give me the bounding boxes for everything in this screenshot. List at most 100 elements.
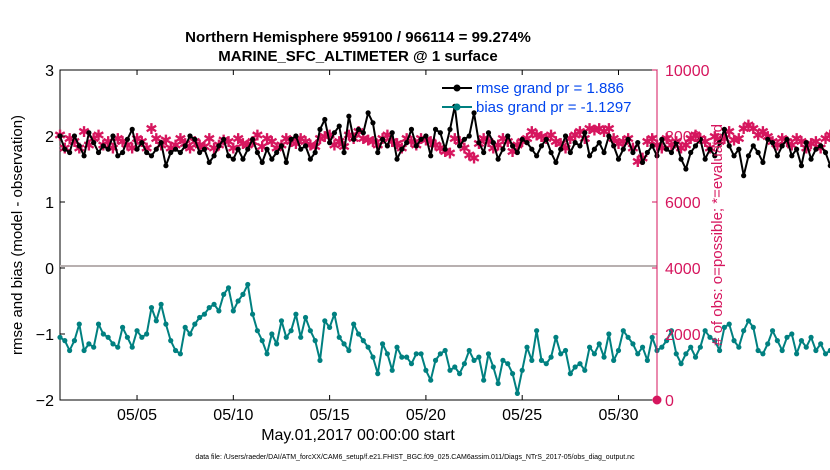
bias-point [317,357,323,363]
bias-point [534,328,540,334]
rmse-point [601,149,607,156]
rmse-point [625,136,631,142]
bias-point [95,321,102,327]
bias-point [384,351,390,357]
obs-evaluated-point: ✱ [145,120,158,138]
obs-evaluated-point: ✱ [164,140,177,158]
bias-point [254,328,260,334]
obs-evaluated-point: ✱ [362,131,375,149]
bias-point [76,321,82,327]
rmse-point [586,153,593,159]
bias-point [139,334,145,340]
obs-evaluated-point: ✱ [169,136,182,154]
rmse-point [683,166,689,172]
bias-point [567,371,573,377]
bias-point [259,338,265,344]
rmse-point [144,149,150,156]
bias-point [192,321,198,327]
rmse-point [447,126,453,132]
bias-point [423,367,429,373]
x-tick-label: 05/05 [117,407,157,424]
bias-point [509,371,516,377]
obs-evaluated-point: ✱ [530,127,543,145]
rmse-point [211,153,217,159]
obs-evaluated-point: ✱ [829,123,830,141]
bias-point [659,344,665,350]
rmse-point [331,130,338,136]
bias-point [91,344,97,350]
bias-point [572,364,578,370]
data-file-footnote: data file: /Users/raeder/DAI/ATM_forcXX/… [195,454,635,461]
bias-point [721,324,728,330]
bias-point [278,318,285,324]
bias-point [163,321,169,327]
rmse-point [822,149,829,156]
bias-point [543,361,549,367]
bias-point [365,344,371,350]
bias-point [177,351,183,357]
bias-point [649,334,655,340]
bias-point [461,361,468,367]
bias-point [765,341,771,347]
legend-rmse-marker [453,84,461,92]
rmse-point [177,149,183,156]
rmse-point [312,149,318,156]
rmse-point [269,156,275,162]
rmse-point [461,136,468,142]
bias-point [264,351,270,357]
bias-point [562,347,569,354]
bias-point [553,334,559,340]
bias-point [822,351,829,357]
rmse-point [95,149,102,156]
obs-evaluated-point: ✱ [646,130,659,148]
rmse-point [317,126,323,132]
legend-bias-marker [453,103,461,111]
obs-evaluated-point: ✱ [790,130,803,148]
rmse-point [408,126,415,132]
obs-evaluated-point: ✱ [747,120,760,138]
bias-point [606,331,612,337]
rmse-point [678,156,684,162]
rmse-point [413,143,419,149]
rmse-point [827,163,830,169]
bias-point [399,354,405,360]
rmse-point [509,143,516,149]
bias-point [620,328,626,334]
rmse-point [538,143,545,149]
bias-point [577,361,583,367]
obs-evaluated-point: ✱ [603,120,616,138]
bias-point [760,351,766,357]
bias-point [683,351,689,357]
rmse-point [707,146,713,152]
bias-point [100,331,106,337]
obs-evaluated-point: ✱ [733,130,746,148]
bias-point [582,367,588,373]
bias-point [129,344,135,350]
bias-point [481,377,487,383]
obs-evaluated-point: ✱ [684,130,697,148]
bias-point [505,361,511,367]
rmse-point [134,146,140,152]
rmse-point [206,159,212,165]
bias-point [394,344,400,350]
rmse-point [302,143,309,149]
y2-tick-label: 4000 [665,261,701,278]
rmse-point [567,149,573,156]
rmse-point [384,143,390,149]
bias-point [712,338,718,344]
obs-evaluated-point: ✱ [463,146,476,164]
rmse-point [158,140,164,146]
rmse-point [702,156,708,162]
rmse-point [630,149,636,156]
rmse-point [572,140,578,146]
bias-point [144,331,150,337]
rmse-point [741,173,747,179]
bias-point [644,357,650,363]
rmse-point [649,143,655,149]
rmse-point [67,149,73,156]
bias-point [302,314,309,321]
rmse-point [543,136,549,142]
rmse-point [182,143,188,149]
rmse-point [553,159,559,165]
